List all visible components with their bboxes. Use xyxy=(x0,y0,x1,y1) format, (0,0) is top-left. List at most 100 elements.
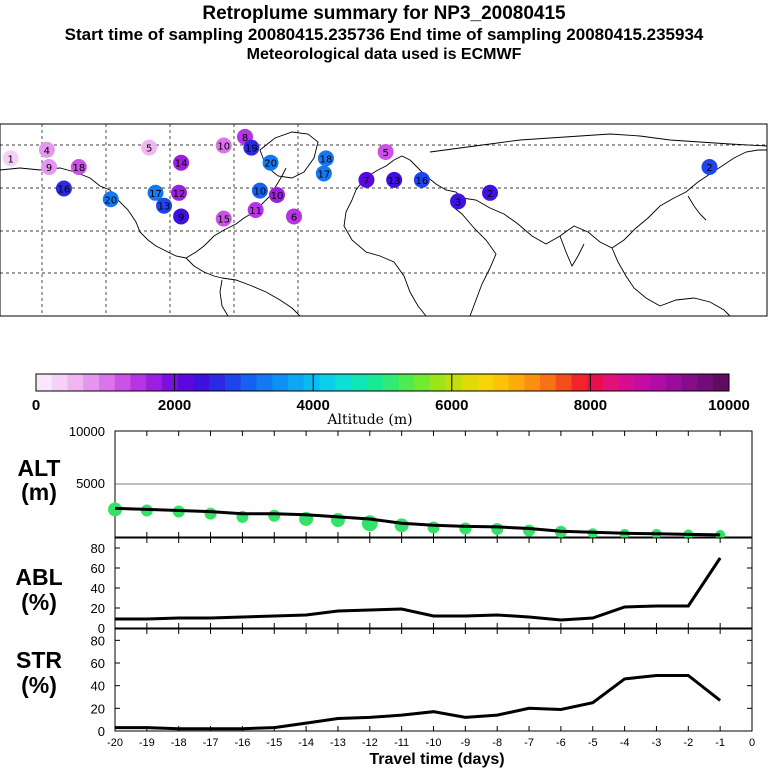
cluster-marker xyxy=(147,184,164,201)
cluster-label: 12 xyxy=(173,189,186,200)
x-tick-label: -8 xyxy=(492,737,502,749)
colorbar-cell xyxy=(398,374,415,391)
cluster-marker xyxy=(215,137,232,154)
x-tick-label: -10 xyxy=(426,737,442,749)
colorbar-frame xyxy=(35,373,730,392)
cluster-marker xyxy=(315,165,332,182)
colorbar-cell xyxy=(209,374,226,391)
y-tick-label: 60 xyxy=(91,561,105,576)
colorbar-cell xyxy=(697,374,714,391)
series-line xyxy=(114,506,721,537)
cluster-marker xyxy=(38,141,55,158)
cluster-label: 3 xyxy=(455,197,461,208)
cluster-label: 13 xyxy=(388,176,401,187)
colorbar-cell xyxy=(303,374,320,391)
x-tick-label: -16 xyxy=(234,737,250,749)
colorbar-tick-label: 0 xyxy=(32,397,40,414)
alt-line xyxy=(114,506,721,537)
cluster-label: 17 xyxy=(149,189,162,200)
colorbar-cell xyxy=(67,374,84,391)
abl-label-bottom: (%) xyxy=(21,589,57,615)
cluster-marker xyxy=(358,171,375,188)
x-tick-label: -15 xyxy=(266,737,282,749)
colorbar-cell xyxy=(130,374,147,391)
australia-coast xyxy=(659,297,731,317)
cluster-label: 19 xyxy=(245,144,258,155)
colorbar-tick-label: 8000 xyxy=(574,397,607,414)
colorbar-cells xyxy=(36,374,730,391)
cluster-marker xyxy=(170,184,187,201)
colorbar-cell xyxy=(366,374,383,391)
cluster-label: 10 xyxy=(254,187,267,198)
str-yticks: 80 60 40 20 0 xyxy=(91,633,752,739)
cluster-label: 4 xyxy=(44,146,50,157)
colorbar-tick-label: 4000 xyxy=(297,397,330,414)
colorbar-cell xyxy=(319,374,336,391)
x-axis-tick-labels: -20 -19 -18 -17 -16 -15 -14 -13 -12 -11 -10 -9 -8 -7-… xyxy=(107,737,755,749)
chart-title: Retroplume summary for NP3_20080415 xyxy=(202,3,566,24)
cluster-marker xyxy=(262,154,279,171)
alt-tick-5000: 5000 xyxy=(76,476,105,491)
japan-coast xyxy=(687,195,707,221)
colorbar-cell xyxy=(618,374,635,391)
x-tick-label: -18 xyxy=(171,737,187,749)
cluster-label: 9 xyxy=(46,163,52,174)
abl-yticks: 80 60 40 20 0 xyxy=(91,541,752,636)
series-line xyxy=(115,557,722,622)
colorbar-cell xyxy=(555,374,572,391)
alt-scatter-point xyxy=(204,507,217,520)
str-frame xyxy=(114,628,753,732)
colorbar-cell xyxy=(177,374,194,391)
cluster-marker xyxy=(413,171,430,188)
colorbar-cell xyxy=(83,374,100,391)
alt-scatter-point xyxy=(491,523,504,536)
x-tick-label: -14 xyxy=(298,737,314,749)
colorbar-tick-label: 6000 xyxy=(435,397,468,414)
cluster-label: 10 xyxy=(271,191,284,202)
colorbar-tick-label: 10000 xyxy=(708,397,750,414)
series-line xyxy=(115,674,722,731)
x-tick-label: -1 xyxy=(715,737,725,749)
colorbar-cell xyxy=(272,374,289,391)
x-tick-label: -13 xyxy=(330,737,346,749)
cluster-label: 16 xyxy=(415,176,428,187)
colorbar-label: Altitude (m) xyxy=(326,412,412,428)
str-label-bottom: (%) xyxy=(21,672,57,698)
cluster-marker xyxy=(141,139,158,156)
colorbar-cell xyxy=(681,374,698,391)
cluster-marker xyxy=(268,186,285,203)
cluster-marker xyxy=(173,208,190,225)
asia-coast xyxy=(461,149,767,249)
str-label-top: STR xyxy=(16,647,62,673)
x-tick-label: -7 xyxy=(524,737,534,749)
cluster-marker xyxy=(55,180,72,197)
cluster-label: 5 xyxy=(382,148,388,159)
cluster-marker xyxy=(102,191,119,208)
greenland-coast xyxy=(259,131,319,179)
colorbar-cell xyxy=(508,374,525,391)
colorbar-cell xyxy=(414,374,431,391)
str-panel: STR (%) 80 60 40 20 0 xyxy=(16,628,753,739)
cluster-marker xyxy=(156,197,173,214)
colorbar-cell xyxy=(114,374,131,391)
str-line xyxy=(115,674,722,731)
cluster-label: 10 xyxy=(217,142,230,153)
colorbar-cell xyxy=(99,374,116,391)
colorbar-cell xyxy=(492,374,509,391)
cluster-marker xyxy=(70,159,87,175)
alt-label-bottom: (m) xyxy=(21,479,57,505)
cluster-label: 7 xyxy=(363,176,369,187)
x-tick-label: -5 xyxy=(588,737,598,749)
colorbar-tick-label: 2000 xyxy=(158,397,191,414)
cluster-label: 15 xyxy=(217,215,230,226)
cluster-marker xyxy=(243,139,260,156)
x-tick-label: -19 xyxy=(139,737,155,749)
sampling-times: Start time of sampling 20080415.235736 E… xyxy=(64,25,704,44)
y-tick-label: 80 xyxy=(91,541,105,556)
cluster-marker xyxy=(173,154,190,171)
cluster-label: 18 xyxy=(72,163,85,174)
colorbar-cell xyxy=(524,374,541,391)
y-tick-label: 20 xyxy=(91,701,105,716)
